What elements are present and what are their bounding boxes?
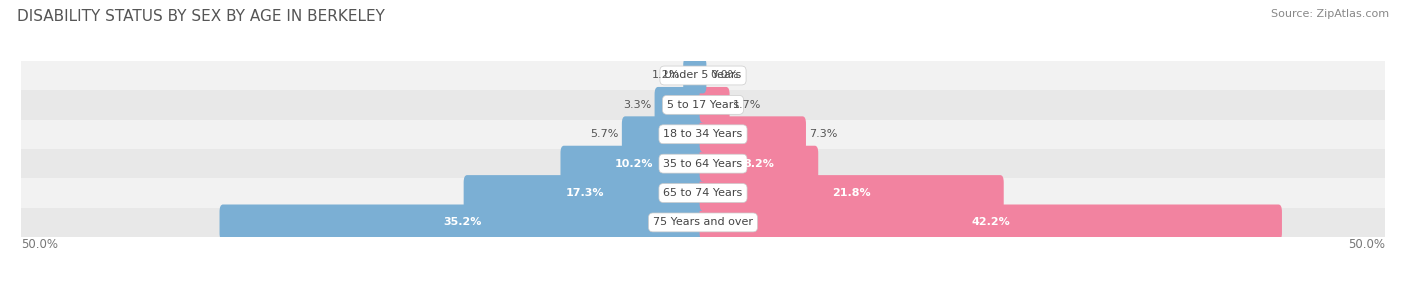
Text: DISABILITY STATUS BY SEX BY AGE IN BERKELEY: DISABILITY STATUS BY SEX BY AGE IN BERKE… bbox=[17, 9, 385, 24]
Text: 35 to 64 Years: 35 to 64 Years bbox=[664, 159, 742, 169]
Bar bbox=[21, 90, 1385, 119]
Text: 7.3%: 7.3% bbox=[810, 129, 838, 139]
Text: 65 to 74 Years: 65 to 74 Years bbox=[664, 188, 742, 198]
Text: 75 Years and over: 75 Years and over bbox=[652, 217, 754, 227]
Text: 18 to 34 Years: 18 to 34 Years bbox=[664, 129, 742, 139]
Text: 35.2%: 35.2% bbox=[444, 217, 482, 227]
Text: 50.0%: 50.0% bbox=[1348, 238, 1385, 251]
Text: 5.7%: 5.7% bbox=[591, 129, 619, 139]
Bar bbox=[21, 178, 1385, 208]
Text: 1.2%: 1.2% bbox=[651, 71, 681, 81]
Bar bbox=[21, 149, 1385, 178]
Text: 50.0%: 50.0% bbox=[21, 238, 58, 251]
Text: 0.0%: 0.0% bbox=[710, 71, 738, 81]
Text: Under 5 Years: Under 5 Years bbox=[665, 71, 741, 81]
Text: 42.2%: 42.2% bbox=[972, 217, 1010, 227]
Text: 3.3%: 3.3% bbox=[623, 100, 651, 110]
Text: 1.7%: 1.7% bbox=[733, 100, 762, 110]
Bar bbox=[21, 61, 1385, 90]
Bar bbox=[21, 119, 1385, 149]
FancyBboxPatch shape bbox=[621, 116, 706, 152]
FancyBboxPatch shape bbox=[683, 57, 706, 93]
Text: 8.2%: 8.2% bbox=[744, 159, 775, 169]
FancyBboxPatch shape bbox=[655, 87, 706, 123]
FancyBboxPatch shape bbox=[561, 146, 706, 181]
FancyBboxPatch shape bbox=[700, 175, 1004, 211]
Text: 21.8%: 21.8% bbox=[832, 188, 870, 198]
FancyBboxPatch shape bbox=[464, 175, 706, 211]
Text: Source: ZipAtlas.com: Source: ZipAtlas.com bbox=[1271, 9, 1389, 19]
FancyBboxPatch shape bbox=[219, 205, 706, 240]
FancyBboxPatch shape bbox=[700, 205, 1282, 240]
Legend: Male, Female: Male, Female bbox=[630, 299, 776, 304]
FancyBboxPatch shape bbox=[700, 87, 730, 123]
Text: 17.3%: 17.3% bbox=[565, 188, 605, 198]
FancyBboxPatch shape bbox=[700, 146, 818, 181]
Bar bbox=[21, 208, 1385, 237]
FancyBboxPatch shape bbox=[700, 116, 806, 152]
Text: 5 to 17 Years: 5 to 17 Years bbox=[666, 100, 740, 110]
Text: 10.2%: 10.2% bbox=[614, 159, 652, 169]
